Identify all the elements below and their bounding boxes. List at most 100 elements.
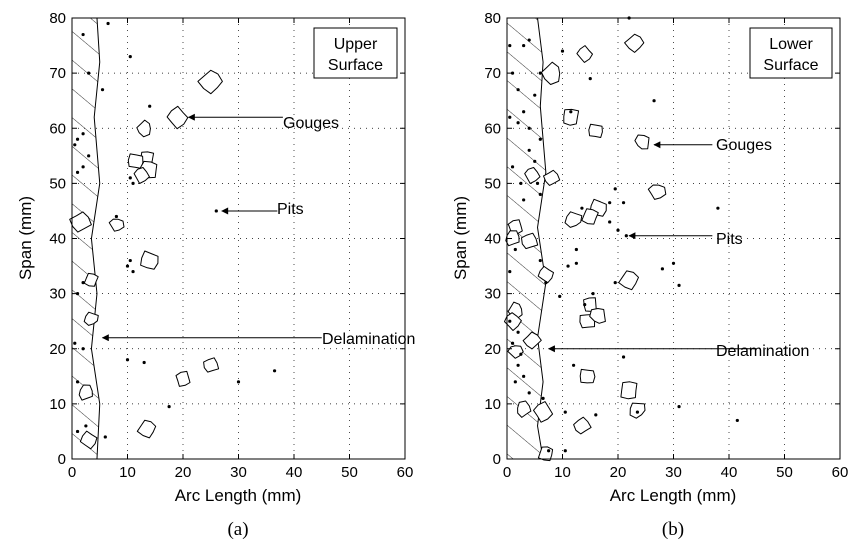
gouge-marker xyxy=(620,381,638,400)
y-axis-label: Span (mm) xyxy=(451,196,470,280)
gouge-marker xyxy=(589,308,606,324)
gouge-marker xyxy=(581,208,599,225)
pit-marker xyxy=(538,258,542,263)
pit-marker xyxy=(81,347,85,351)
x-tick-label: 60 xyxy=(832,464,849,481)
legend-box: Upper Surface xyxy=(313,27,398,79)
y-axis-label: Span (mm) xyxy=(16,196,35,280)
pit-marker xyxy=(508,269,512,274)
x-axis-label: Arc Length (mm) xyxy=(610,486,737,505)
gouge-marker xyxy=(166,105,189,130)
legend-line-1: Upper xyxy=(334,36,378,53)
gouge-marker xyxy=(140,250,159,270)
pit-marker xyxy=(75,137,80,141)
pit-marker xyxy=(75,380,80,384)
pit-marker xyxy=(508,319,512,323)
pit-marker xyxy=(535,181,540,185)
pit-marker xyxy=(510,341,515,345)
grid xyxy=(507,18,840,459)
gouge-marker xyxy=(83,311,99,326)
legend-line-2: Surface xyxy=(328,57,383,74)
pit-marker xyxy=(538,137,542,141)
x-tick-label: 50 xyxy=(776,464,793,481)
gouge-marker xyxy=(136,119,151,138)
pit-markers xyxy=(508,16,739,453)
pit-marker xyxy=(73,143,77,147)
gouge-marker xyxy=(573,416,592,435)
pit-marker xyxy=(563,410,567,414)
pit-marker xyxy=(527,38,531,42)
y-tick-label: 20 xyxy=(49,341,66,358)
pit-marker xyxy=(560,49,565,53)
pit-marker xyxy=(513,247,517,252)
pit-marker xyxy=(131,269,135,274)
x-tick-label: 40 xyxy=(721,464,738,481)
pit-marker xyxy=(272,369,277,373)
axis-ticks xyxy=(506,17,841,460)
x-axis-label: Arc Length (mm) xyxy=(175,486,302,505)
x-tick-label: 0 xyxy=(68,464,76,481)
y-tick-label: 60 xyxy=(484,120,501,137)
gouge-marker xyxy=(79,430,98,450)
pit-marker xyxy=(214,209,218,213)
pit-marker xyxy=(608,201,612,205)
gouge-marker xyxy=(136,419,157,439)
pit-marker xyxy=(508,43,512,48)
gouge-marker xyxy=(624,33,645,53)
pit-marker xyxy=(131,181,135,185)
gouge-marker xyxy=(543,169,561,186)
pit-marker xyxy=(544,281,548,285)
x-tick-label: 20 xyxy=(175,464,192,481)
pit-marker xyxy=(572,363,576,367)
pit-marker xyxy=(87,154,91,158)
annotation-arrows xyxy=(547,141,757,353)
pit-marker xyxy=(716,206,720,210)
y-tick-labels: 0 10 20 30 40 50 60 70 80 xyxy=(49,10,66,468)
pit-marker xyxy=(236,380,241,384)
panel-upper-surface: 0 10 20 30 40 50 60 0 10 20 30 40 50 60 70 80 Gouges P… xyxy=(16,10,415,540)
pit-marker xyxy=(580,206,584,210)
pit-marker xyxy=(125,264,130,268)
pit-marker xyxy=(519,352,523,356)
y-tick-label: 80 xyxy=(484,10,501,27)
pit-marker xyxy=(660,267,665,271)
y-tick-label: 50 xyxy=(49,175,66,192)
gouges-label: Gouges xyxy=(716,137,772,154)
pit-marker xyxy=(624,234,628,238)
pit-marker xyxy=(516,88,520,92)
gouge-marker xyxy=(175,370,191,387)
pit-marker xyxy=(81,32,85,37)
delamination-label: Delamination xyxy=(716,343,809,360)
gouge-marker xyxy=(69,211,92,233)
gouge-marker xyxy=(533,401,554,423)
pit-marker xyxy=(114,214,118,219)
legend-line-2: Surface xyxy=(763,57,818,74)
x-tick-label: 30 xyxy=(230,464,247,481)
y-tick-label: 70 xyxy=(484,65,501,82)
gouge-marker xyxy=(522,331,542,350)
y-tick-label: 30 xyxy=(49,286,66,303)
pit-marker xyxy=(81,165,85,169)
gouge-marker xyxy=(647,184,667,200)
gouge-marker xyxy=(524,167,541,184)
pit-marker xyxy=(652,99,656,103)
x-tick-label: 20 xyxy=(610,464,627,481)
x-tick-label: 0 xyxy=(503,464,511,481)
gouge-marker xyxy=(521,232,539,250)
gouge-marker xyxy=(83,272,99,287)
x-tick-labels: 0 10 20 30 40 50 60 xyxy=(503,464,849,481)
pit-marker xyxy=(100,88,105,92)
legend-box: Lower Surface xyxy=(749,27,833,79)
pit-marker xyxy=(510,165,515,169)
pit-marker xyxy=(510,71,515,75)
pit-marker xyxy=(516,121,520,125)
pit-marker xyxy=(148,104,152,108)
y-tick-label: 60 xyxy=(49,120,66,137)
pit-marker xyxy=(608,220,612,224)
pit-marker xyxy=(73,341,77,345)
delamination-region xyxy=(72,18,101,459)
gouge-marker xyxy=(576,45,593,63)
pit-marker xyxy=(128,258,132,263)
pit-marker xyxy=(508,115,512,119)
